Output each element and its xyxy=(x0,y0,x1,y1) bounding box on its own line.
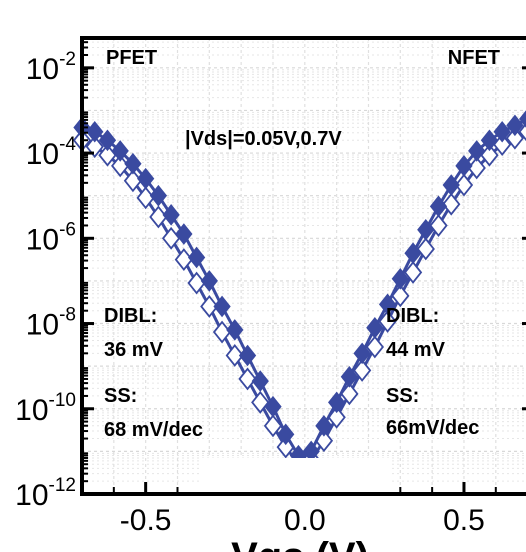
plot-frame xyxy=(80,36,526,496)
nfet-label: NFET xyxy=(448,47,500,69)
data-point xyxy=(429,195,448,218)
y-tick-label: 10-10 xyxy=(15,390,76,427)
occlusion-patch xyxy=(200,458,390,492)
data-point xyxy=(455,155,473,177)
data-point xyxy=(98,129,117,152)
dibl-left-label: DIBL: xyxy=(104,305,157,327)
x-tick-label: 0.5 xyxy=(443,504,485,537)
data-point xyxy=(277,423,295,446)
dibl-left-value: 36 mV xyxy=(104,339,164,361)
data-point xyxy=(353,342,371,365)
dibl-right-label: DIBL: xyxy=(386,305,439,327)
data-point xyxy=(404,242,422,265)
data-point xyxy=(213,295,231,318)
data-point xyxy=(226,319,244,341)
data-point xyxy=(506,114,524,137)
x-axis-label: Vgs (V) xyxy=(231,535,369,552)
data-point xyxy=(162,204,180,226)
x-tick-label: 0.0 xyxy=(284,504,326,537)
ss-left-label: SS: xyxy=(104,385,137,407)
y-tick-label: 10-12 xyxy=(15,475,76,512)
data-point xyxy=(86,120,104,143)
data-point xyxy=(187,246,206,269)
data-point xyxy=(149,184,168,207)
data-point xyxy=(454,173,474,197)
data-point xyxy=(518,110,526,128)
data-point xyxy=(340,366,359,388)
y-tick-label: 10-2 xyxy=(26,49,76,86)
data-point xyxy=(200,270,218,292)
data-point xyxy=(442,174,460,196)
data-point xyxy=(200,295,219,318)
y-tick-label: 10-4 xyxy=(26,134,77,171)
data-point xyxy=(429,214,448,237)
data-point xyxy=(263,414,283,438)
data-point xyxy=(315,415,333,437)
data-point xyxy=(378,309,397,333)
ss-right-label: SS: xyxy=(386,385,419,407)
data-point xyxy=(505,126,525,150)
ticks: 10-2 10-4 10-6 10-8 10-10 10-12 -0.5 0.0 0.5 xyxy=(15,37,526,537)
data-point xyxy=(85,135,104,159)
y-tick-label: 10-6 xyxy=(26,219,76,256)
data-point xyxy=(366,316,384,339)
data-point xyxy=(251,370,269,392)
y-tick-label: 10-8 xyxy=(26,305,76,342)
data-point xyxy=(378,293,397,316)
ss-left-value: 68 mV/dec xyxy=(104,419,203,441)
data-point xyxy=(493,120,511,143)
data-point xyxy=(111,140,129,162)
data-point xyxy=(264,395,282,418)
pfet-label: PFET xyxy=(106,47,157,69)
data-point xyxy=(518,122,526,142)
data-point xyxy=(442,192,461,216)
data-point xyxy=(391,267,409,290)
data-point xyxy=(468,140,486,162)
series-filled xyxy=(73,110,526,467)
data-point xyxy=(251,390,270,414)
data-point xyxy=(352,358,372,382)
data-point xyxy=(365,335,384,359)
data-point xyxy=(137,167,155,190)
x-tick-label: -0.5 xyxy=(120,504,172,537)
data-point xyxy=(328,391,346,414)
data-point xyxy=(175,223,193,245)
series-open xyxy=(72,122,526,476)
data-point xyxy=(225,344,244,367)
vds-label: |Vds|=0.05V,0.7V xyxy=(185,128,342,150)
data-point xyxy=(417,218,435,241)
data-point xyxy=(416,237,435,261)
data-point xyxy=(124,152,142,175)
dibl-right-value: 44 mV xyxy=(386,339,446,361)
data-point xyxy=(238,344,257,367)
data-point xyxy=(480,129,499,152)
data-point xyxy=(403,260,423,284)
ss-right-value: 66mV/dec xyxy=(386,417,479,439)
data-point xyxy=(238,367,257,391)
series-layer xyxy=(72,110,526,476)
